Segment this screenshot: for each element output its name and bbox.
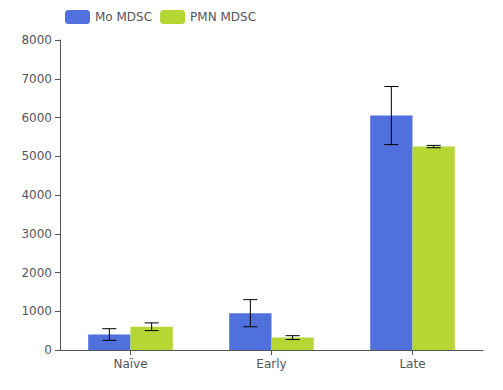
svg-text:1000: 1000 bbox=[21, 304, 52, 318]
svg-text:Early: Early bbox=[256, 357, 286, 371]
svg-text:7000: 7000 bbox=[21, 72, 52, 86]
svg-text:Mo MDSC: Mo MDSC bbox=[95, 10, 152, 24]
svg-text:Naïve: Naïve bbox=[113, 357, 147, 371]
svg-text:PMN MDSC: PMN MDSC bbox=[190, 10, 256, 24]
svg-text:2000: 2000 bbox=[21, 266, 52, 280]
svg-text:0: 0 bbox=[44, 343, 52, 357]
svg-text:Late: Late bbox=[399, 357, 425, 371]
svg-text:8000: 8000 bbox=[21, 33, 52, 47]
svg-text:4000: 4000 bbox=[21, 188, 52, 202]
svg-text:5000: 5000 bbox=[21, 149, 52, 163]
svg-text:6000: 6000 bbox=[21, 111, 52, 125]
svg-text:3000: 3000 bbox=[21, 227, 52, 241]
